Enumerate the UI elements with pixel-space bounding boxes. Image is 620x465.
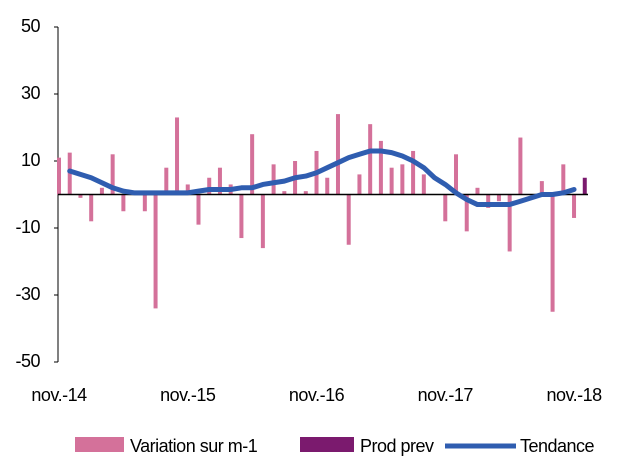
bar [475,187,480,195]
bar [99,187,104,195]
bar [346,194,351,245]
bar [411,150,416,195]
bar [335,114,340,195]
legend-label: Variation sur m-1 [130,436,258,456]
bar [572,194,577,218]
x-tick-label: nov.-18 [546,385,602,405]
bar [271,164,276,195]
bar [400,164,405,195]
bar [325,177,330,195]
bar [539,181,544,195]
bar [121,194,126,212]
bar [78,194,83,198]
legend-swatch [300,437,354,452]
x-tick-label: nov.-17 [418,385,474,405]
bar [282,191,287,195]
bar [303,191,308,195]
x-tick-label: nov.-16 [289,385,345,405]
bar [368,124,373,195]
bar [378,140,383,195]
legend-swatch [75,437,124,452]
x-tick-label: nov.-15 [160,385,216,405]
x-tick-label: nov.-14 [31,385,87,405]
bar [561,164,566,195]
bar [239,194,244,239]
bar [443,194,448,222]
bar [217,167,222,195]
y-tick-label: -30 [15,284,40,304]
y-tick-label: -50 [15,351,40,371]
y-tick-label: 30 [21,83,41,103]
bar [185,184,190,195]
bar [496,194,501,202]
y-tick-label: 50 [21,16,41,36]
y-tick-label: -10 [15,217,40,237]
bar [486,194,491,208]
bar [196,194,201,225]
bar [582,177,587,195]
legend-label: Tendance [520,436,595,456]
bar [57,157,61,195]
bar [142,194,147,212]
legend-label: Prod prev [360,436,434,456]
bar [89,194,94,222]
bar [250,134,255,195]
y-tick-label: 10 [21,150,41,170]
bar [207,177,212,195]
bar [357,174,362,195]
bar [550,194,555,312]
bar [175,117,180,195]
bar [389,167,394,195]
trend-line [67,148,577,208]
bar [421,174,426,195]
bar [110,154,115,195]
bar [464,194,469,232]
bar [454,154,459,195]
bar [164,167,169,195]
bar [507,194,512,252]
bar [518,137,523,195]
bar [153,194,158,309]
bar [260,194,265,249]
